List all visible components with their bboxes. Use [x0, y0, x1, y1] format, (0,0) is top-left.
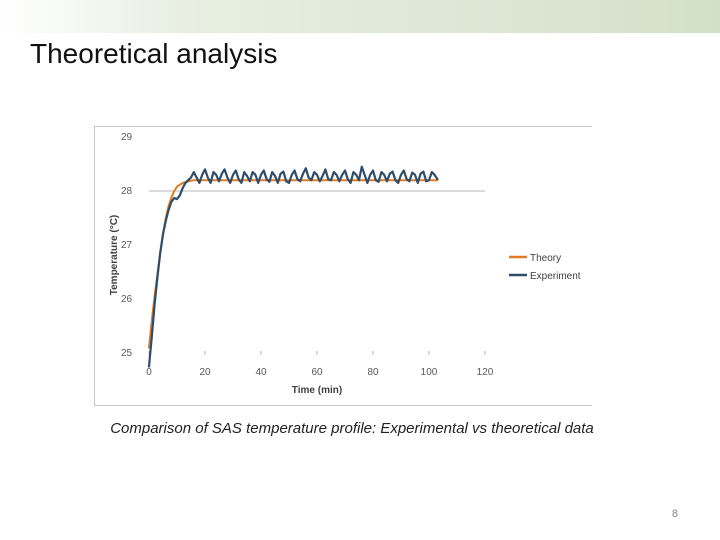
y-tick-label: 28	[121, 186, 133, 197]
x-tick-label: 120	[477, 367, 494, 378]
x-tick-label: 40	[255, 367, 267, 378]
legend-label-theory: Theory	[530, 253, 561, 264]
x-tick-labels: 0 20 40 60 80 100 120	[146, 367, 494, 378]
chart-frame: 25 26 27 28 29 0 20 40 60 80 100 120 Time (min) Te…	[94, 126, 592, 406]
x-tick-label: 0	[146, 367, 152, 378]
y-axis-title: Temperature (°C)	[109, 215, 120, 296]
x-tick-label: 60	[311, 367, 323, 378]
series-lines	[147, 165, 439, 368]
x-axis-title: Time (min)	[292, 385, 342, 396]
header-band	[0, 0, 720, 34]
line-chart: 25 26 27 28 29 0 20 40 60 80 100 120 Time (min) Te…	[109, 132, 581, 396]
legend-label-experiment: Experiment	[530, 271, 581, 282]
y-tick-label: 27	[121, 240, 133, 251]
x-tick-label: 20	[199, 367, 211, 378]
y-tick-label: 26	[121, 294, 133, 305]
x-tick-label: 80	[367, 367, 379, 378]
series-line-theory	[148, 179, 439, 349]
gridlines	[148, 190, 486, 355]
y-tick-label: 29	[121, 132, 133, 143]
legend: Theory Experiment	[509, 253, 581, 282]
page-number: 8	[671, 508, 678, 520]
series-line-experiment	[147, 165, 439, 368]
x-tick-label: 100	[421, 367, 438, 378]
y-tick-label: 25	[121, 348, 133, 359]
figure-caption: Comparison of SAS temperature profile: E…	[110, 420, 594, 437]
slide-title: Theoretical analysis	[30, 38, 278, 69]
y-tick-labels: 25 26 27 28 29	[121, 132, 133, 359]
